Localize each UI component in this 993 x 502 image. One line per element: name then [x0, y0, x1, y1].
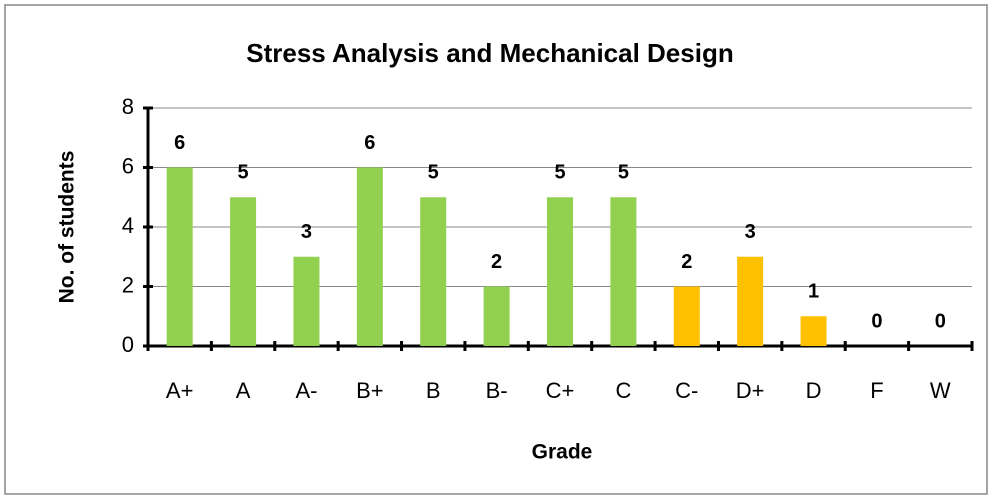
- x-tick-label: D: [806, 378, 822, 403]
- chart-title: Stress Analysis and Mechanical Design: [246, 38, 733, 68]
- bar: [547, 197, 573, 346]
- y-axis-label: No. of students: [56, 151, 79, 304]
- data-label: 0: [871, 310, 882, 332]
- data-label: 3: [301, 221, 312, 243]
- x-tick-label: A: [236, 378, 251, 403]
- x-tick-label: D+: [736, 378, 765, 403]
- data-label: 1: [808, 281, 819, 303]
- bar: [293, 256, 320, 346]
- x-axis-label: Grade: [532, 441, 593, 464]
- bar: [610, 197, 637, 346]
- y-tick-label: 0: [122, 332, 134, 357]
- bar: [737, 256, 764, 346]
- bar: [483, 286, 510, 346]
- x-tick-label: A-: [295, 378, 317, 403]
- x-tick-label: A+: [166, 378, 194, 403]
- y-tick-label: 4: [122, 213, 134, 238]
- bar: [673, 286, 700, 346]
- x-tick-label: B+: [356, 378, 384, 403]
- chart-frame: [4, 4, 988, 495]
- bar: [800, 316, 827, 346]
- y-tick-label: 8: [122, 94, 134, 119]
- bar: [166, 167, 193, 346]
- data-label: 3: [745, 221, 756, 243]
- data-label: 2: [491, 251, 502, 273]
- x-tick-label: C: [615, 378, 631, 403]
- x-tick-label: F: [870, 378, 883, 403]
- data-label: 5: [238, 162, 249, 184]
- data-label: 6: [174, 132, 185, 154]
- bar: [420, 197, 447, 346]
- x-tick-label: W: [930, 378, 951, 403]
- y-tick-label: 6: [122, 153, 134, 178]
- data-label: 0: [935, 310, 946, 332]
- data-label: 5: [554, 162, 565, 184]
- x-tick-label: B-: [486, 378, 508, 403]
- data-label: 6: [364, 132, 375, 154]
- x-tick-label: C+: [546, 378, 575, 403]
- y-tick-label: 2: [122, 272, 134, 297]
- data-label: 2: [681, 251, 692, 273]
- x-tick-label: C-: [675, 378, 698, 403]
- x-tick-label: B: [426, 378, 441, 403]
- bar: [230, 197, 257, 346]
- data-label: 5: [428, 162, 439, 184]
- bar: [356, 167, 383, 346]
- data-label: 5: [618, 162, 629, 184]
